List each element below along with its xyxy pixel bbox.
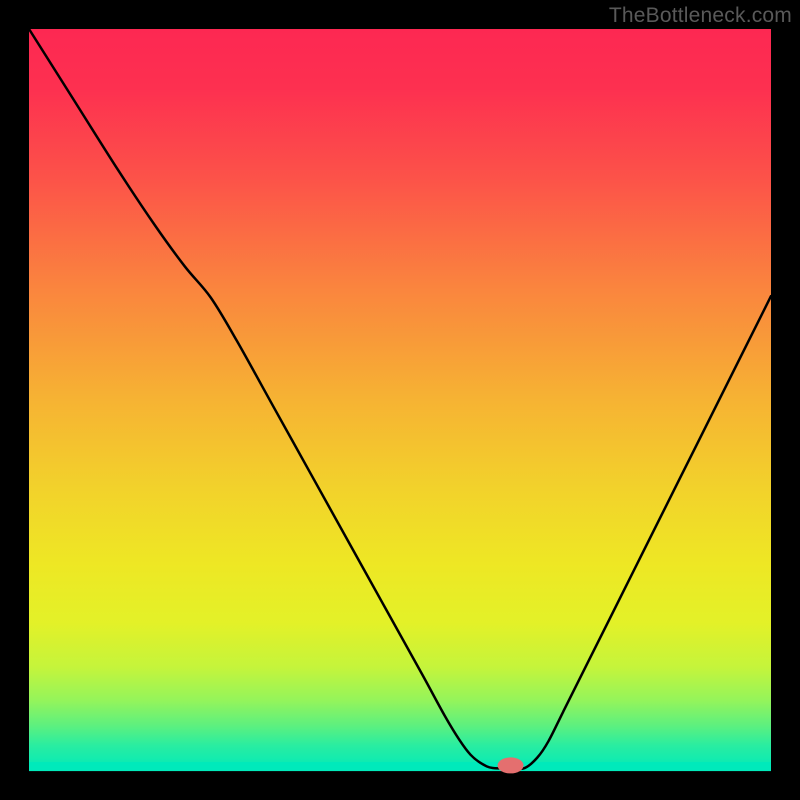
chart-svg: [0, 0, 800, 800]
optimal-marker: [498, 757, 524, 773]
green-baseline: [29, 762, 771, 771]
plot-background: [29, 29, 771, 771]
watermark-text: TheBottleneck.com: [609, 4, 792, 28]
bottleneck-chart: TheBottleneck.com: [0, 0, 800, 800]
